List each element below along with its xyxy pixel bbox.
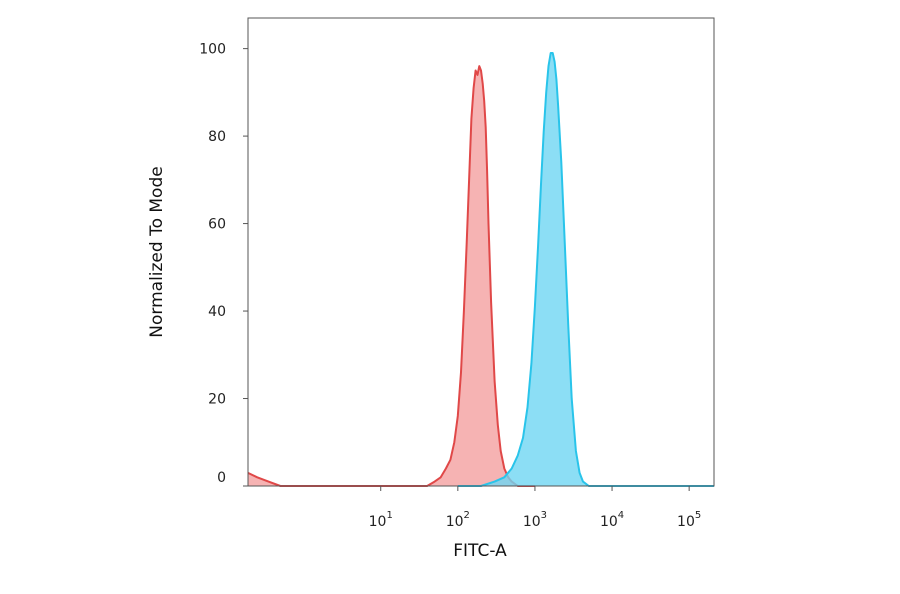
y-tick-label: 80 bbox=[208, 129, 226, 145]
y-axis-title: Normalized To Mode bbox=[147, 166, 167, 337]
y-tick-label: 100 bbox=[199, 42, 226, 58]
y-tick-label: 20 bbox=[208, 392, 226, 408]
series-2-line bbox=[457, 52, 714, 487]
x-tick-label: 102 bbox=[446, 510, 470, 530]
series-1-area bbox=[248, 66, 535, 486]
x-tick-label: 104 bbox=[600, 510, 624, 530]
series-layer bbox=[247, 52, 714, 487]
y-tick-label: 40 bbox=[208, 304, 226, 320]
y-axis-ticks: 0 20 40 60 80 100 bbox=[199, 42, 248, 487]
y-tick-label: 0 bbox=[217, 470, 226, 486]
y-tick-label: 60 bbox=[208, 217, 226, 233]
x-axis-ticks: 101 102 103 104 105 bbox=[369, 486, 701, 530]
x-axis-title: FITC-A bbox=[453, 541, 507, 561]
plot-frame bbox=[247, 17, 715, 487]
x-tick-label: 101 bbox=[369, 510, 393, 530]
x-tick-label: 103 bbox=[523, 510, 547, 530]
x-tick-label: 105 bbox=[677, 510, 701, 530]
